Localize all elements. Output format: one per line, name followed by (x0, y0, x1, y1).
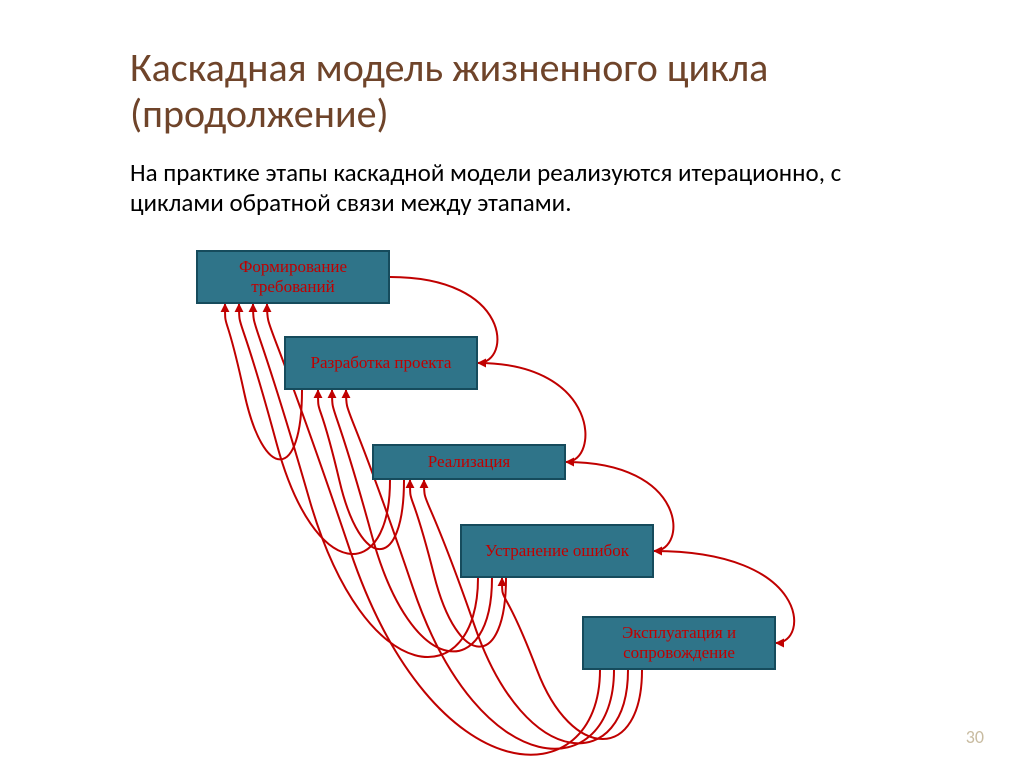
edge (424, 480, 628, 743)
stage-box: Реализация (372, 444, 566, 480)
edge (332, 390, 492, 651)
stage-box: Разработка проекта (284, 336, 478, 390)
page-number: 30 (966, 726, 984, 748)
stage-box: Устранение ошибок (460, 524, 654, 578)
slide: Каскадная модель жизненного цикла (продо… (0, 0, 1024, 768)
stage-box: Эксплуатация и сопровождение (582, 616, 776, 670)
slide-body-text: На практике этапы каскадной модели реали… (130, 158, 890, 218)
slide-title: Каскадная модель жизненного цикла (продо… (130, 45, 950, 137)
stage-box: Формирование требований (196, 250, 390, 304)
